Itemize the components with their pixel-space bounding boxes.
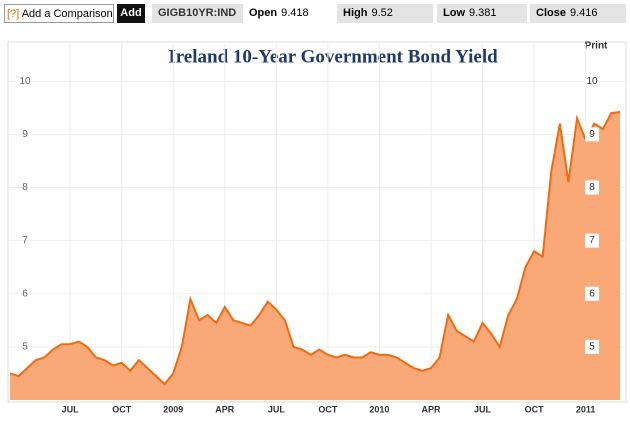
y-tick-label-right: 10 (586, 76, 598, 87)
y-tick-box (585, 233, 599, 248)
print-link[interactable]: Print (585, 41, 608, 52)
quote: Close 9.416 (530, 4, 626, 23)
y-tick-label-right: 9 (589, 129, 595, 140)
line (9, 111, 621, 386)
chart-title: Ireland 10-Year Government Bond Yield (168, 46, 498, 67)
y-tick-label: 5 (22, 342, 28, 353)
quote-label: High (343, 7, 368, 19)
quote-value: 9.381 (469, 7, 497, 19)
x-tick-label: OCT (525, 404, 545, 414)
y-tick-label: 9 (22, 129, 28, 140)
x-tick-label: JUL (268, 404, 286, 414)
quote-label: Low (443, 7, 465, 19)
ticker: GIGB10YR:IND (152, 4, 243, 23)
quote-label: Open (249, 7, 278, 19)
x-tick-label: 2010 (369, 404, 389, 414)
toolbar: [?] Add a Comparison Add GIGB10YR:IND Op… (0, 0, 630, 28)
quote-value: 9.416 (569, 7, 598, 19)
x-tick-label: JUL (62, 404, 80, 414)
add-button[interactable]: Add (117, 4, 145, 23)
y-tick-box (585, 286, 599, 301)
chart: Ireland 10-Year Government Bond Yield Pr… (7, 41, 627, 414)
x-tick-label: 2011 (576, 404, 596, 414)
y-tick-label: 7 (22, 235, 28, 246)
x-tick-label: OCT (112, 404, 132, 414)
y-tick-label-right: 8 (589, 182, 595, 193)
quote: Open 9.418 (245, 4, 333, 23)
y-tick-box (585, 74, 599, 89)
y-tick-box (585, 127, 599, 142)
y-tick-label-right: 6 (589, 288, 595, 299)
y-tick-label-right: 5 (589, 342, 595, 353)
quote-label: Close (536, 7, 566, 19)
x-tick-label: JUL (474, 404, 492, 414)
comparison-placeholder: Add a Comparison (21, 8, 113, 20)
x-tick-label: APR (215, 404, 235, 414)
y-tick-label: 6 (22, 288, 28, 299)
y-tick-box (585, 339, 599, 354)
x-tick-label: OCT (318, 404, 338, 414)
help[interactable]: [?] (7, 8, 20, 20)
quote: Low 9.381 (437, 4, 527, 23)
quote: High 9.52 (337, 4, 433, 23)
y-tick-box (585, 180, 599, 195)
y-tick-label: 8 (22, 182, 28, 193)
plot-frame (7, 41, 627, 403)
x-tick-label: APR (421, 404, 441, 414)
y-tick-label-right: 7 (589, 235, 595, 246)
y-tick-label: 10 (19, 76, 31, 87)
x-tick-label: 2009 (163, 404, 183, 414)
comparison-input[interactable]: [?] Add a Comparison (4, 4, 114, 23)
quote-value: 9.418 (281, 7, 309, 19)
area (10, 112, 620, 401)
quote-value: 9.52 (371, 7, 393, 19)
